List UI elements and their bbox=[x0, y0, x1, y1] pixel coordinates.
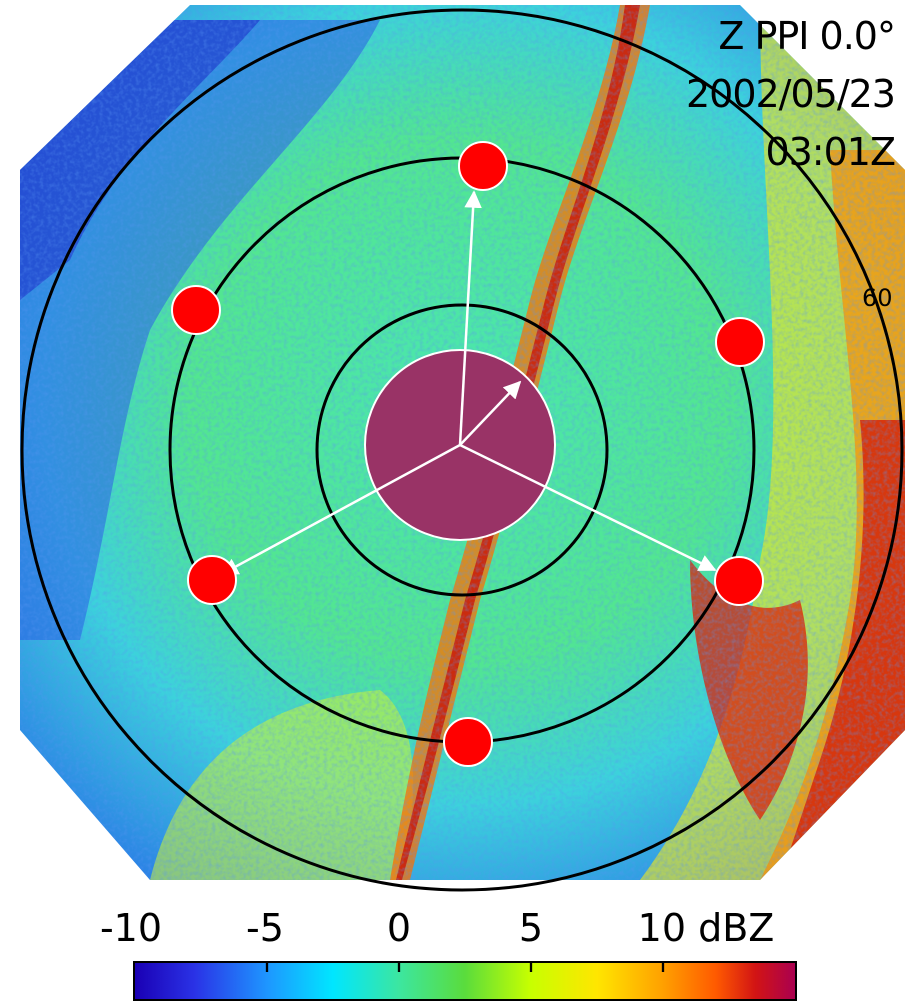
colorbar-tick-label: 0 bbox=[386, 906, 412, 950]
product-label: Z PPI 0.0° bbox=[718, 14, 896, 58]
colorbar bbox=[133, 961, 797, 1001]
range-ring-label: 60 bbox=[862, 284, 893, 312]
arrow-west bbox=[220, 443, 461, 576]
arrows bbox=[220, 190, 717, 576]
colorbar-tick-label: -5 bbox=[246, 906, 284, 950]
colorbar-tick-label: 5 bbox=[518, 906, 544, 950]
site-east-marker-icon bbox=[714, 556, 764, 606]
site-markers bbox=[171, 141, 765, 767]
colorbar-tick-label: 10 dBZ bbox=[637, 906, 775, 950]
arrow-northeast bbox=[459, 380, 522, 446]
site-west-marker-icon bbox=[187, 555, 237, 605]
colorbar-tick-label: -10 bbox=[99, 906, 163, 950]
range-ring-inner bbox=[315, 303, 609, 597]
site-northwest-marker-icon bbox=[171, 285, 221, 335]
range-ring-outer bbox=[20, 8, 904, 892]
date-label: 2002/05/23 bbox=[685, 72, 896, 116]
site-south-marker-icon bbox=[443, 717, 493, 767]
colorbar-gradient bbox=[135, 963, 795, 999]
site-northeast-marker-icon bbox=[715, 317, 765, 367]
time-label: 03:01Z bbox=[765, 130, 896, 174]
arrow-east bbox=[459, 443, 717, 572]
arrow-north bbox=[458, 190, 482, 446]
site-north-marker-icon bbox=[458, 141, 508, 191]
